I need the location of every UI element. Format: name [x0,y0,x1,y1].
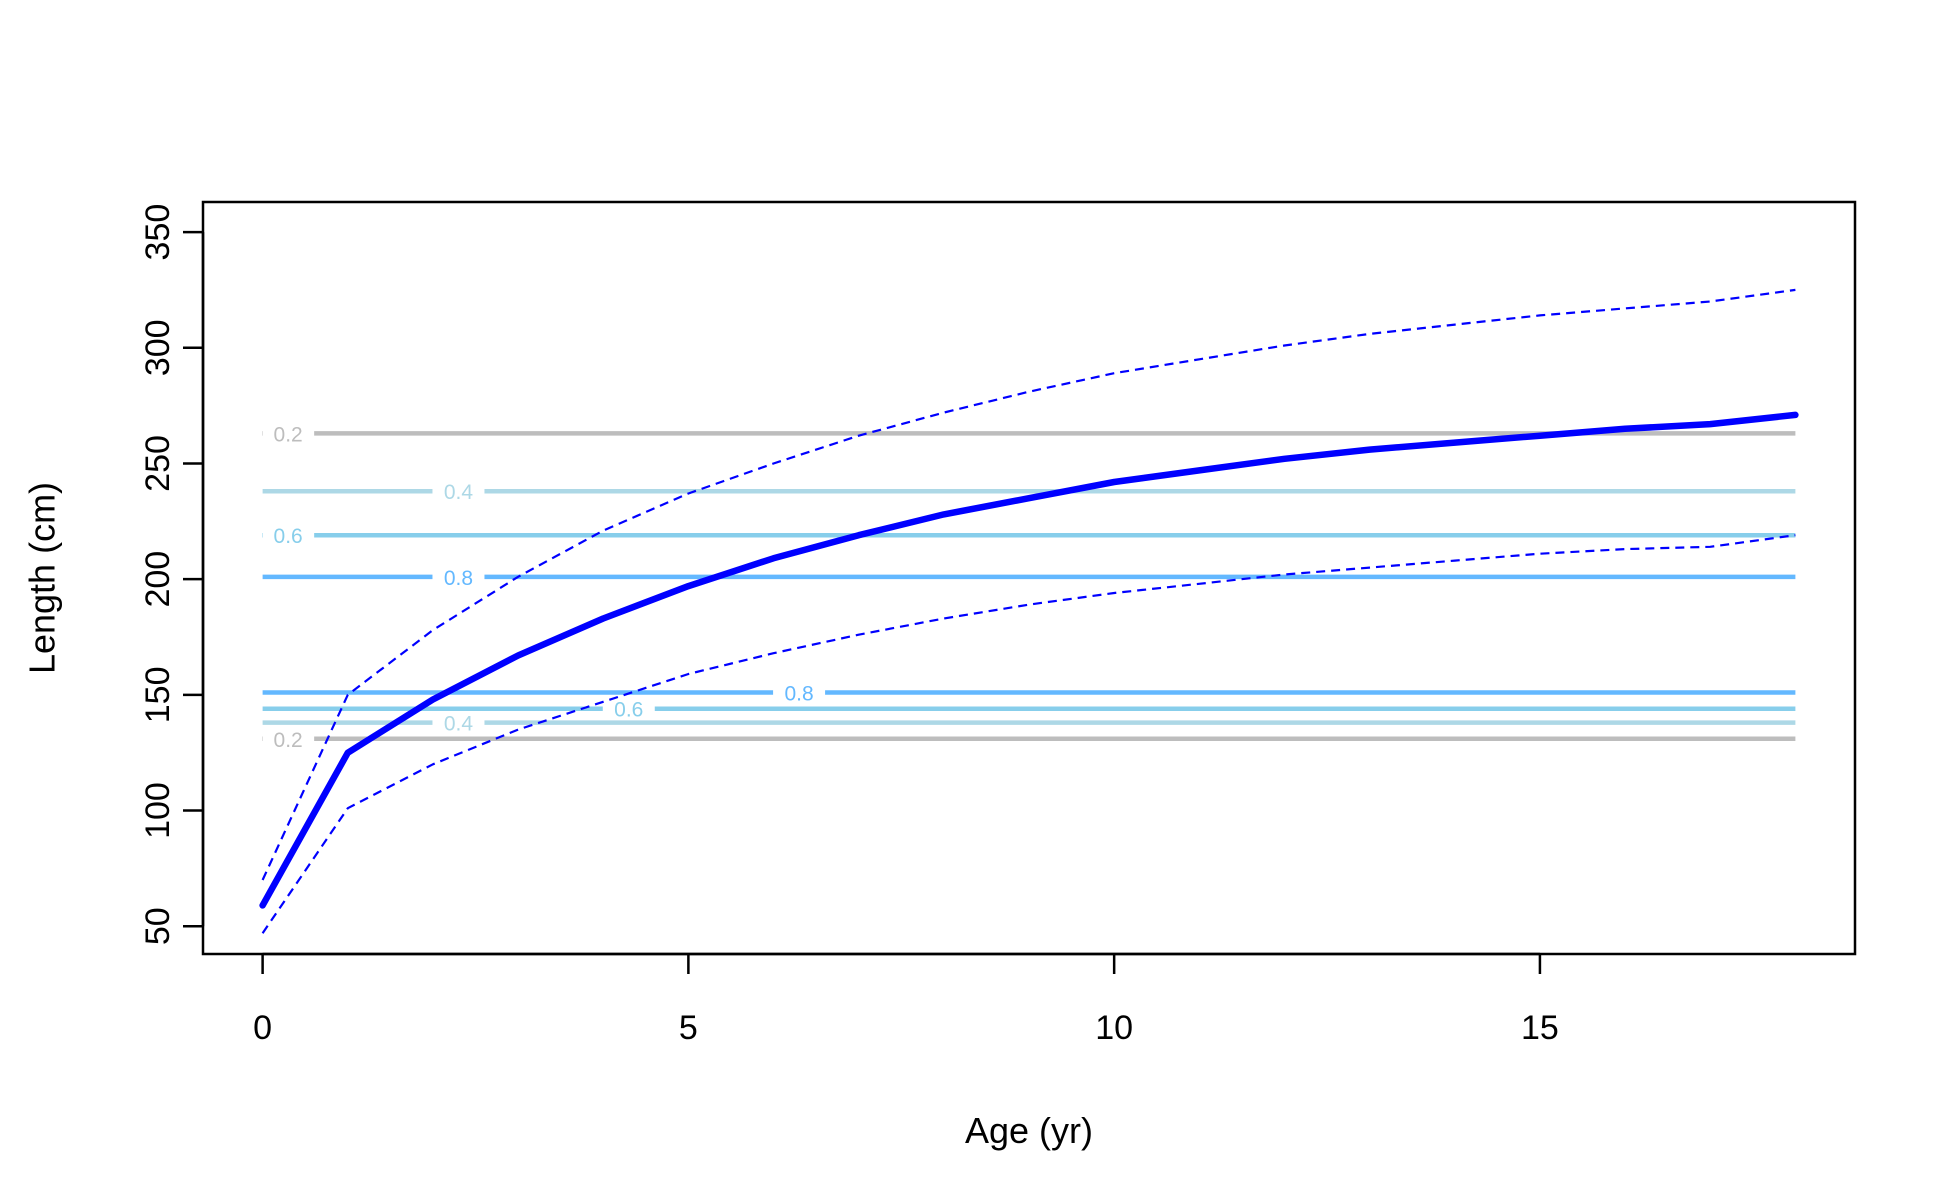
y-tick-label: 350 [139,204,177,261]
y-tick-label: 250 [139,435,177,492]
contour-label-1: 0.4 [444,481,474,504]
series-lower-line [261,534,1796,934]
x-axis-title: Age (yr) [965,1110,1093,1151]
contour-label-3: 0.8 [444,567,473,590]
series-lines [259,288,1799,934]
y-axis: 50 100 150 200 250 300 350 [139,204,205,945]
y-tick-label: 200 [139,551,177,608]
x-tick-label: 0 [253,1009,272,1047]
x-tick-label: 15 [1521,1009,1559,1047]
contour-label-0: 0.2 [274,423,303,446]
contour-label-5: 0.6 [614,699,643,722]
contour-lines: 0.2 0.4 0.6 0.8 0.8 0.6 0.4 0.2 [262,423,1796,752]
contour-label-4: 0.8 [784,683,813,706]
contour-label-7: 0.2 [274,729,303,752]
x-tick-label: 5 [679,1009,698,1047]
y-tick-label: 300 [139,319,177,376]
series-mean-line [259,411,1799,909]
y-tick-label: 50 [139,907,177,945]
contour-label-6: 0.4 [444,713,474,736]
x-tick-label: 10 [1095,1009,1133,1047]
series-upper-line [261,288,1796,881]
y-axis-title: Length (cm) [22,482,63,674]
contour-label-2: 0.6 [274,525,303,548]
x-axis: 0 5 10 15 [253,952,1559,1047]
y-tick-label: 150 [139,666,177,723]
y-tick-label: 100 [139,782,177,839]
